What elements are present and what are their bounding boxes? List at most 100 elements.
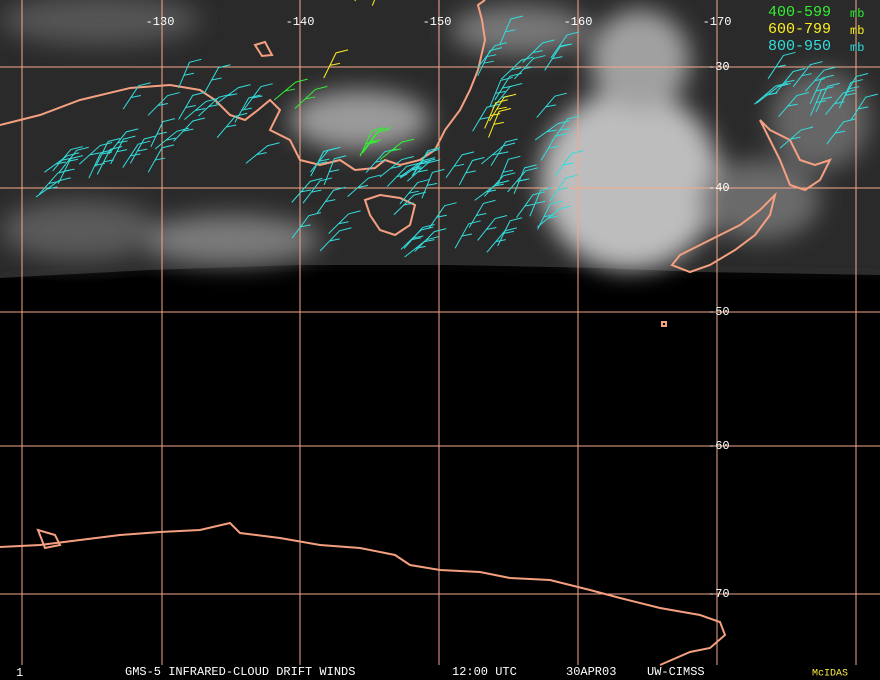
- footer-source: UW-CIMSS: [647, 665, 705, 679]
- wind-barb: [537, 205, 571, 228]
- legend-label: 600-799: [768, 21, 831, 38]
- longitude-label: -160: [564, 15, 593, 29]
- wind-barb: [445, 151, 475, 179]
- footer-product: GMS-5 INFRARED-CLOUD DRIFT WINDS: [125, 665, 355, 679]
- wind-barb: [529, 186, 553, 217]
- wind-barb: [454, 220, 481, 249]
- wind-barb: [500, 56, 534, 80]
- wind-barb: [273, 78, 308, 101]
- wind-barb: [481, 142, 516, 165]
- wind-barb: [775, 68, 806, 94]
- wind-barb: [477, 47, 503, 77]
- wind-barb: [310, 147, 336, 177]
- wind-barb: [399, 178, 430, 205]
- latitude-label: -50: [708, 305, 730, 319]
- wind-barb: [173, 117, 205, 142]
- wind-barb: [52, 146, 83, 172]
- clouds: [0, 0, 870, 270]
- wind-barbs: [35, 0, 878, 258]
- wind-barb: [234, 94, 261, 123]
- wind-barb: [399, 157, 436, 178]
- wind-barb: [483, 172, 516, 197]
- wind-barb: [779, 126, 814, 149]
- wind-barb: [497, 155, 521, 186]
- wind-barb: [198, 93, 232, 117]
- wind-barb: [386, 162, 419, 187]
- wind-barb: [362, 126, 392, 154]
- legend-label: 400-599: [768, 4, 831, 21]
- wind-barb: [184, 98, 219, 120]
- wind-barb: [494, 72, 522, 101]
- longitude-label: -150: [423, 15, 452, 29]
- wind-barb: [323, 49, 349, 79]
- legend-unit: mb: [850, 7, 864, 21]
- wind-barb: [245, 142, 280, 164]
- wind-barb: [379, 138, 415, 160]
- wind-barb: [767, 51, 796, 80]
- wind-barb: [549, 174, 578, 202]
- wind-barb: [537, 200, 563, 230]
- wind-barb: [108, 128, 139, 155]
- wind-barb: [328, 210, 361, 234]
- wind-barb: [540, 132, 568, 161]
- footer-date: 30APR03: [566, 665, 616, 679]
- wind-barb: [400, 226, 434, 250]
- wind-barb: [95, 137, 121, 167]
- wind-barb: [243, 83, 273, 110]
- wind-barb: [468, 199, 496, 228]
- wind-barb: [536, 92, 567, 118]
- wind-barb: [826, 118, 856, 145]
- legend-label: 800-950: [768, 38, 831, 55]
- wind-barb: [414, 228, 447, 252]
- wind-barb: [154, 127, 189, 150]
- wind-barb: [841, 73, 869, 102]
- legend-unit: mb: [850, 41, 864, 55]
- wind-barb: [550, 31, 580, 59]
- wind-barb: [44, 152, 80, 173]
- wind-barb: [474, 180, 510, 201]
- wind-barb: [507, 167, 538, 193]
- wind-barb: [78, 142, 113, 165]
- wind-barb: [147, 144, 175, 173]
- wind-barb: [319, 227, 352, 252]
- wind-barb: [850, 93, 878, 121]
- wind-barb: [551, 115, 580, 143]
- wind-barb: [421, 168, 445, 199]
- footer-software: McIDAS: [812, 669, 848, 680]
- wind-barb: [122, 82, 151, 110]
- wind-barb: [404, 236, 439, 258]
- wind-barb: [486, 227, 517, 253]
- wind-barb: [516, 191, 545, 218]
- wind-barb: [825, 89, 856, 115]
- coastlines: [0, 0, 832, 666]
- wind-barb: [477, 215, 508, 241]
- wind-barb: [393, 191, 426, 216]
- wind-barb: [216, 112, 248, 138]
- longitude-label: -130: [146, 15, 175, 29]
- wind-barb: [778, 92, 809, 118]
- wind-barb: [792, 61, 823, 88]
- wind-barb: [302, 177, 333, 204]
- wind-barb: [488, 107, 512, 138]
- latitude-label: -70: [708, 587, 730, 601]
- wind-barb: [316, 186, 346, 214]
- wind-barb: [150, 118, 176, 148]
- wind-barb: [204, 64, 231, 93]
- wind-barb: [484, 99, 508, 129]
- horizon: [0, 264, 880, 279]
- wind-barb: [805, 66, 837, 92]
- wind-barb: [323, 155, 347, 185]
- wind-barb: [129, 135, 157, 164]
- wind-barb: [477, 42, 507, 69]
- latitude-label: -30: [708, 60, 730, 74]
- wind-barb: [291, 177, 323, 203]
- wind-barb: [347, 174, 381, 198]
- wind-barb: [489, 93, 517, 122]
- wind-barb: [178, 91, 205, 120]
- wind-barb: [379, 156, 414, 178]
- wind-barb: [815, 82, 840, 113]
- wind-barb: [497, 217, 523, 247]
- longitude-label: -140: [286, 15, 315, 29]
- longitude-label: -170: [703, 15, 732, 29]
